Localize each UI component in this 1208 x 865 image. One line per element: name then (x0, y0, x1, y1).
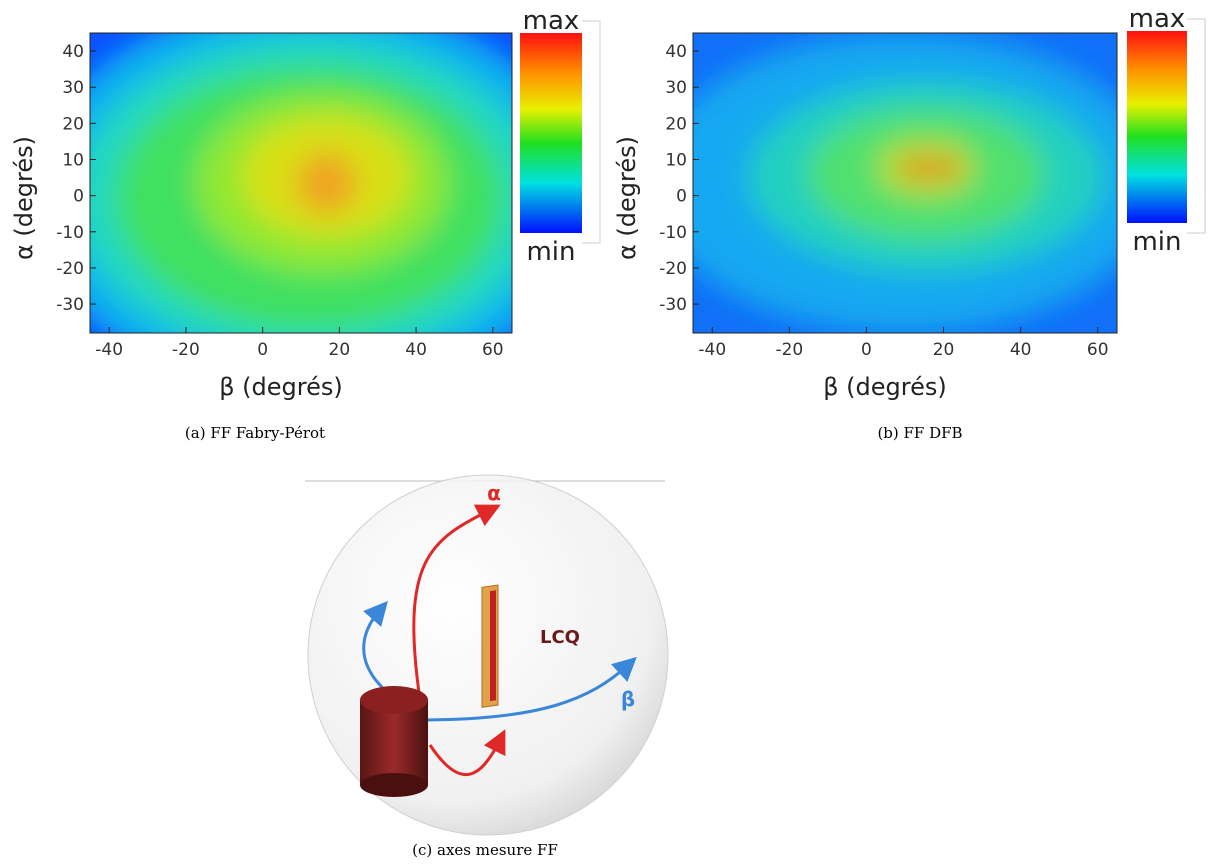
y-tick-label: 20 (62, 114, 84, 134)
plot-frame (692, 32, 1118, 334)
caption: (c) axes mesure FF (412, 841, 558, 859)
colorbar (1127, 31, 1187, 223)
beta-label: β (621, 687, 635, 711)
heatmap-field (90, 33, 512, 333)
intensity-zone (296, 153, 356, 213)
detector-bottom (360, 773, 428, 797)
colorbar-min: min (526, 237, 575, 267)
y-tick-label: -20 (659, 259, 687, 279)
x-tick-label: -20 (172, 340, 200, 360)
colorbar-min: min (1132, 227, 1181, 257)
x-axis-label: β (degrés) (219, 373, 343, 401)
y-tick-label: 30 (62, 78, 84, 98)
x-tick-label: 0 (861, 340, 872, 360)
plot-frame (89, 32, 513, 334)
colorbar-bracket (1187, 18, 1206, 234)
lcq-ridge (490, 590, 496, 702)
measurement-diagram: α β LCQ (c) axes mesure FF (305, 474, 669, 859)
x-tick-label: 40 (1010, 340, 1032, 360)
x-tick-label: 40 (405, 340, 427, 360)
caption: (a) FF Fabry-Pérot (185, 424, 325, 442)
y-tick-label: -10 (659, 223, 687, 243)
y-tick-label: 40 (62, 42, 84, 62)
alpha-arc (412, 504, 501, 701)
y-tick-label: 0 (73, 187, 84, 207)
device-label: LCQ (540, 627, 580, 648)
y-tick-label: -20 (56, 259, 84, 279)
x-tick-label: -40 (95, 340, 123, 360)
y-tick-label: -10 (56, 223, 84, 243)
x-tick-label: 20 (329, 340, 351, 360)
colorbar-max: max (523, 6, 580, 36)
y-tick-label: 10 (62, 151, 84, 171)
y-tick-label: 20 (665, 114, 687, 134)
x-tick-label: 0 (257, 340, 268, 360)
colorbar-max: max (1129, 4, 1186, 34)
x-tick-label: 60 (1087, 340, 1109, 360)
y-tick-label: -30 (56, 295, 84, 315)
heatmap-field (693, 33, 1117, 333)
alpha-arc-low (428, 729, 506, 776)
y-tick-label: 0 (676, 187, 687, 207)
beta-arc (419, 656, 637, 722)
y-tick-label: 10 (665, 151, 687, 171)
y-tick-label: 30 (665, 78, 687, 98)
x-tick-label: 60 (482, 340, 504, 360)
x-tick-label: 20 (933, 340, 955, 360)
y-axis-label: α (degrés) (613, 136, 641, 260)
detector (360, 700, 428, 785)
alpha-label: α (487, 481, 501, 505)
y-tick-label: -30 (659, 295, 687, 315)
heatmap (693, 33, 1117, 333)
detector-top (360, 686, 428, 714)
colorbar-bracket (582, 20, 601, 244)
y-tick-label: 40 (665, 42, 687, 62)
x-tick-label: -40 (698, 340, 726, 360)
colorbar (520, 33, 582, 233)
caption: (b) FF DFB (877, 424, 962, 442)
heatmap (90, 33, 512, 333)
intensity-zone (934, 156, 961, 180)
x-axis-label: β (degrés) (823, 373, 947, 401)
y-axis-label: α (degrés) (10, 136, 38, 260)
intensity-zone (900, 156, 935, 180)
x-tick-label: -20 (775, 340, 803, 360)
